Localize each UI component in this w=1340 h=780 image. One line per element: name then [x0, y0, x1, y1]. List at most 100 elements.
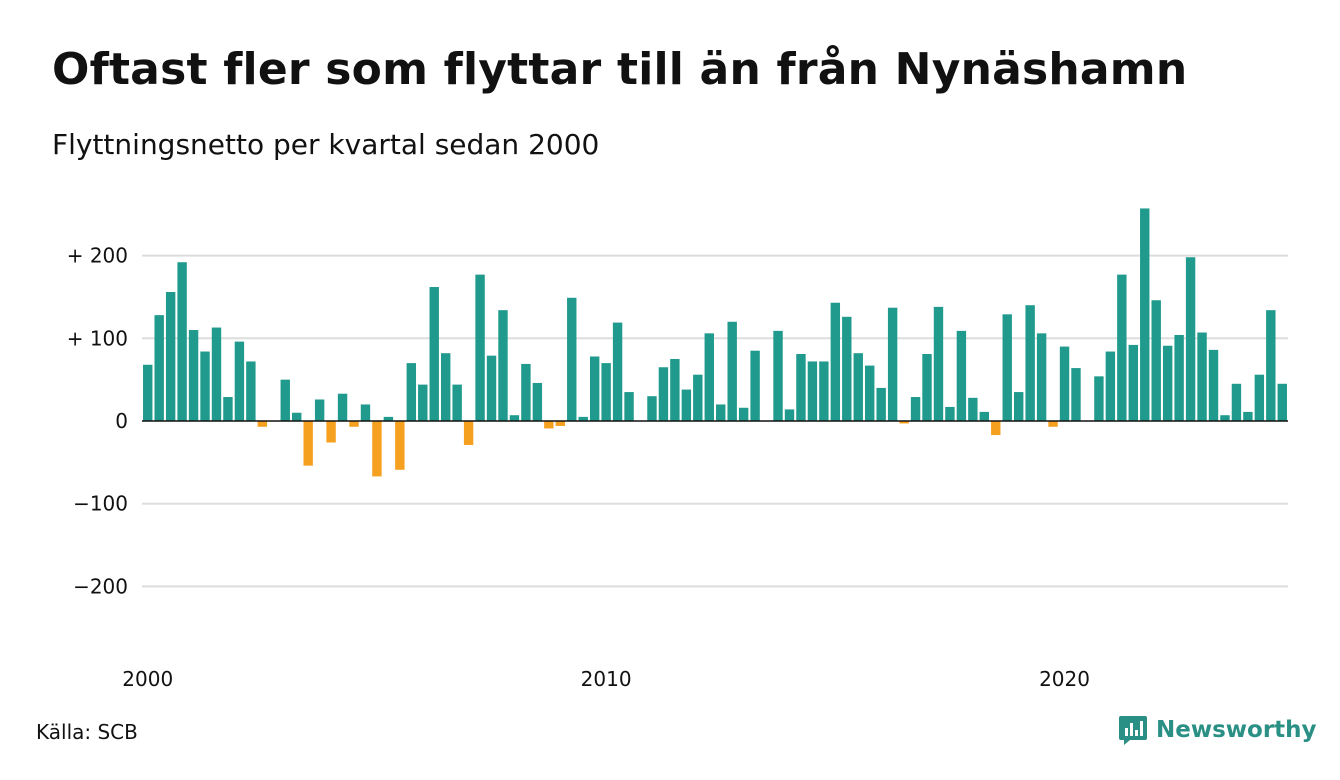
bar	[647, 396, 657, 421]
bar	[933, 306, 944, 421]
bar	[498, 310, 508, 421]
bar	[440, 353, 451, 421]
y-tick-label: −100	[73, 492, 128, 516]
bar	[1277, 383, 1287, 421]
bar	[383, 416, 394, 421]
bar	[876, 387, 886, 421]
bar	[773, 330, 783, 421]
chart-subtitle: Flyttningsnetto per kvartal sedan 2000	[52, 128, 600, 161]
bar	[842, 316, 852, 421]
x-tick-label: 2010	[581, 667, 632, 691]
bar	[475, 274, 485, 421]
bar	[922, 354, 932, 421]
bar	[1002, 314, 1012, 421]
bar	[486, 355, 497, 421]
bar	[979, 411, 990, 421]
bar	[1185, 257, 1196, 421]
bar	[555, 421, 565, 426]
bar	[349, 421, 359, 427]
bar	[750, 350, 760, 421]
bar	[303, 421, 313, 466]
bars	[143, 208, 1287, 477]
bar	[830, 302, 841, 421]
bar	[784, 409, 795, 421]
bar	[1174, 334, 1184, 421]
bar	[1254, 374, 1265, 421]
bar	[429, 287, 439, 421]
bar	[418, 384, 428, 421]
bar	[658, 367, 669, 421]
bar	[360, 404, 371, 421]
bar	[968, 397, 978, 421]
bar	[1013, 392, 1024, 422]
bar	[1208, 349, 1219, 421]
brand-name: Newsworthy	[1156, 717, 1317, 743]
bar	[945, 406, 955, 421]
chart-title: Oftast fler som flyttar till än från Nyn…	[52, 44, 1188, 95]
bar	[624, 392, 634, 422]
bar	[1162, 345, 1173, 421]
bar	[567, 297, 577, 421]
bar	[1151, 300, 1161, 421]
bar	[314, 399, 325, 421]
bar	[819, 361, 829, 421]
bar	[326, 421, 336, 443]
bar	[257, 421, 268, 427]
bar	[532, 382, 543, 421]
bar	[670, 358, 680, 421]
bar	[1243, 411, 1253, 421]
bar	[280, 379, 290, 421]
bar	[1059, 346, 1070, 421]
bar	[1220, 415, 1230, 421]
brand-logo[interactable]: Newsworthy	[1118, 714, 1317, 746]
axes: + 200 + 100 0 −100 −200 2000 2010 2020	[67, 244, 1288, 691]
bar	[372, 421, 382, 477]
bar	[1117, 274, 1127, 421]
newsworthy-logo-icon	[1119, 716, 1147, 745]
bar	[1197, 332, 1207, 421]
bar	[200, 351, 210, 421]
x-tick-label: 2020	[1039, 667, 1090, 691]
bar	[406, 363, 417, 421]
bar	[223, 397, 233, 421]
bar	[716, 404, 726, 421]
bar	[612, 322, 623, 421]
bar	[292, 412, 302, 421]
bar	[1231, 383, 1242, 421]
bar	[589, 356, 600, 421]
bar	[1048, 421, 1058, 427]
bar	[234, 341, 245, 421]
y-tick-label: −200	[73, 574, 128, 598]
bar	[578, 416, 588, 421]
bar	[704, 333, 714, 421]
bar	[910, 397, 921, 421]
bar	[796, 354, 806, 421]
y-tick-label: + 100	[67, 326, 128, 350]
gridlines	[142, 254, 1288, 588]
bar	[1071, 368, 1081, 421]
bar	[807, 361, 818, 421]
bar	[1105, 351, 1116, 421]
bar	[521, 363, 531, 421]
bar	[154, 315, 164, 421]
bar	[991, 421, 1001, 436]
bar	[693, 374, 703, 421]
bar	[509, 415, 520, 421]
source-note: Källa: SCB	[36, 720, 138, 744]
bar	[1128, 344, 1138, 421]
bar	[1025, 305, 1035, 421]
bar-chart: + 200 + 100 0 −100 −200 2000 2010 2020	[67, 208, 1288, 691]
bar	[1266, 310, 1276, 421]
bar	[853, 353, 863, 421]
y-tick-label: + 200	[67, 244, 128, 268]
bar	[165, 291, 176, 421]
bar	[544, 421, 554, 429]
bar	[727, 321, 737, 421]
bar	[956, 330, 967, 421]
bar	[246, 361, 256, 421]
bar	[1094, 376, 1104, 421]
bar	[452, 384, 462, 421]
bar	[1140, 208, 1150, 421]
bar	[188, 330, 199, 421]
bar	[899, 421, 909, 424]
